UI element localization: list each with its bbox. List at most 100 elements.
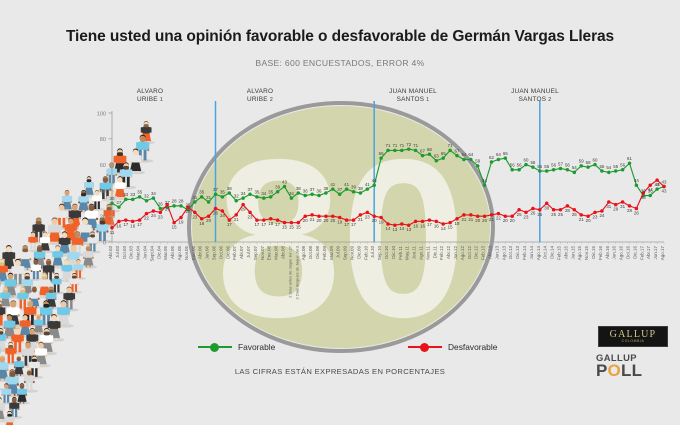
data-value-label: 55	[537, 164, 542, 169]
data-point	[482, 183, 487, 187]
data-point	[427, 218, 432, 222]
x-axis-tick-label: Dic.14	[550, 246, 555, 259]
data-value-label: 54	[572, 165, 577, 170]
data-point	[248, 192, 252, 197]
data-point	[172, 220, 176, 225]
data-point	[538, 208, 542, 212]
x-axis-tick-label: Abr.12	[446, 246, 451, 260]
data-value-label: 29	[241, 207, 246, 212]
data-point	[434, 158, 439, 163]
crowd-person	[73, 259, 87, 280]
x-axis-tick-label: Oct.10	[384, 246, 389, 260]
crowd-person	[57, 300, 74, 328]
data-point	[613, 202, 618, 207]
data-value-label: 26	[213, 210, 218, 215]
data-point	[475, 164, 480, 168]
data-point	[613, 169, 618, 173]
x-axis-tick-label: Oct.12	[467, 246, 472, 260]
data-point	[206, 200, 211, 204]
data-value-label: 23	[158, 214, 163, 219]
data-value-label: 38	[296, 186, 301, 191]
data-point	[586, 214, 590, 218]
data-point	[296, 191, 301, 195]
crowd-person	[119, 162, 137, 190]
x-axis-tick-label: Mar.08	[274, 246, 279, 260]
data-value-label: 56	[517, 163, 522, 168]
data-value-label: 65	[379, 151, 384, 156]
data-point	[496, 157, 501, 162]
crowd-person	[0, 355, 13, 382]
data-point	[324, 214, 328, 218]
crowd-person	[0, 397, 9, 423]
data-point	[344, 218, 349, 222]
data-value-label: 24	[151, 213, 156, 218]
data-point	[255, 195, 259, 199]
data-point	[482, 214, 487, 218]
data-value-label: 36	[641, 188, 646, 193]
data-value-label: 28	[172, 199, 177, 204]
data-point	[441, 156, 445, 160]
gallup-logo-subtext: COLOMBIA	[621, 339, 645, 343]
data-value-label: 41	[344, 182, 349, 187]
x-axis-tick-label: Ago.17	[660, 246, 665, 261]
x-axis-tick-label: Abr.03	[108, 246, 113, 260]
data-point	[551, 208, 556, 212]
data-value-label: 43	[662, 179, 667, 184]
chart-axes: 0 20 40 60 80 100	[97, 111, 665, 246]
data-point	[400, 148, 404, 153]
data-point	[310, 192, 314, 197]
x-axis-tick-label: Dic.06	[225, 246, 230, 259]
data-value-label: 22	[144, 216, 149, 221]
data-value-label: 19	[337, 219, 342, 224]
x-axis-tick-label: Jun.06	[205, 246, 210, 260]
data-value-label: 59	[475, 159, 480, 164]
data-point	[351, 189, 356, 194]
x-axis-tick-label: Ago.14	[536, 246, 541, 261]
x-axis-tick-label: Jun.13	[494, 246, 499, 260]
data-point	[517, 208, 521, 212]
gallup-poll-top-text: GALLUP	[596, 352, 637, 363]
data-point	[117, 205, 121, 209]
data-value-label: 20	[330, 218, 335, 223]
x-axis-tick-label: Feb.16	[598, 246, 603, 261]
data-point	[268, 217, 273, 221]
data-point	[241, 202, 245, 207]
data-value-label: 30	[544, 205, 549, 210]
x-axis-tick-label: Ago.15	[577, 246, 582, 261]
data-point	[379, 215, 383, 220]
data-value-label: 14	[386, 226, 391, 231]
data-point	[510, 168, 514, 172]
data-value-label: 26	[530, 210, 535, 215]
data-value-label: 60	[593, 157, 598, 162]
data-point	[262, 196, 266, 200]
data-point	[448, 148, 452, 153]
crowd-person	[129, 148, 146, 175]
data-value-label: 38	[227, 186, 232, 191]
data-point	[386, 222, 390, 226]
data-value-label: 35	[199, 190, 204, 195]
x-axis-tick-label: Abr.15	[563, 246, 568, 260]
data-point	[579, 213, 583, 217]
data-point	[586, 165, 590, 169]
data-point	[296, 220, 301, 225]
data-value-label: 17	[275, 222, 280, 227]
data-point	[337, 215, 342, 220]
data-point	[600, 169, 604, 173]
gallup-logo: GALLUP COLOMBIA	[598, 326, 668, 347]
data-value-label: 15	[296, 225, 301, 230]
x-axis-tick-label: Sep.09	[343, 246, 348, 261]
crowd-person	[51, 272, 65, 295]
data-value-label: 17	[344, 222, 349, 227]
period-line1: JUAN MANUEL	[389, 88, 437, 95]
period-line1: ALVARO	[136, 88, 164, 95]
data-point	[531, 206, 535, 211]
data-value-label: 71	[386, 143, 391, 148]
data-value-label: 23	[593, 214, 598, 219]
period-line2: SANTOS 1	[396, 96, 430, 104]
x-axis-tick-label: Oct.16	[626, 246, 631, 260]
x-axis-tick-label: Oct.14	[543, 246, 548, 260]
data-point	[317, 214, 321, 218]
data-point	[227, 191, 232, 195]
